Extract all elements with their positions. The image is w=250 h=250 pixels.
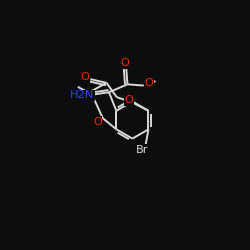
Text: O: O xyxy=(144,78,154,88)
Text: O: O xyxy=(125,95,134,105)
Text: H2N: H2N xyxy=(70,90,94,100)
Text: Br: Br xyxy=(136,145,149,155)
Text: O: O xyxy=(80,72,90,82)
Text: O: O xyxy=(93,117,102,127)
Text: O: O xyxy=(120,58,130,68)
